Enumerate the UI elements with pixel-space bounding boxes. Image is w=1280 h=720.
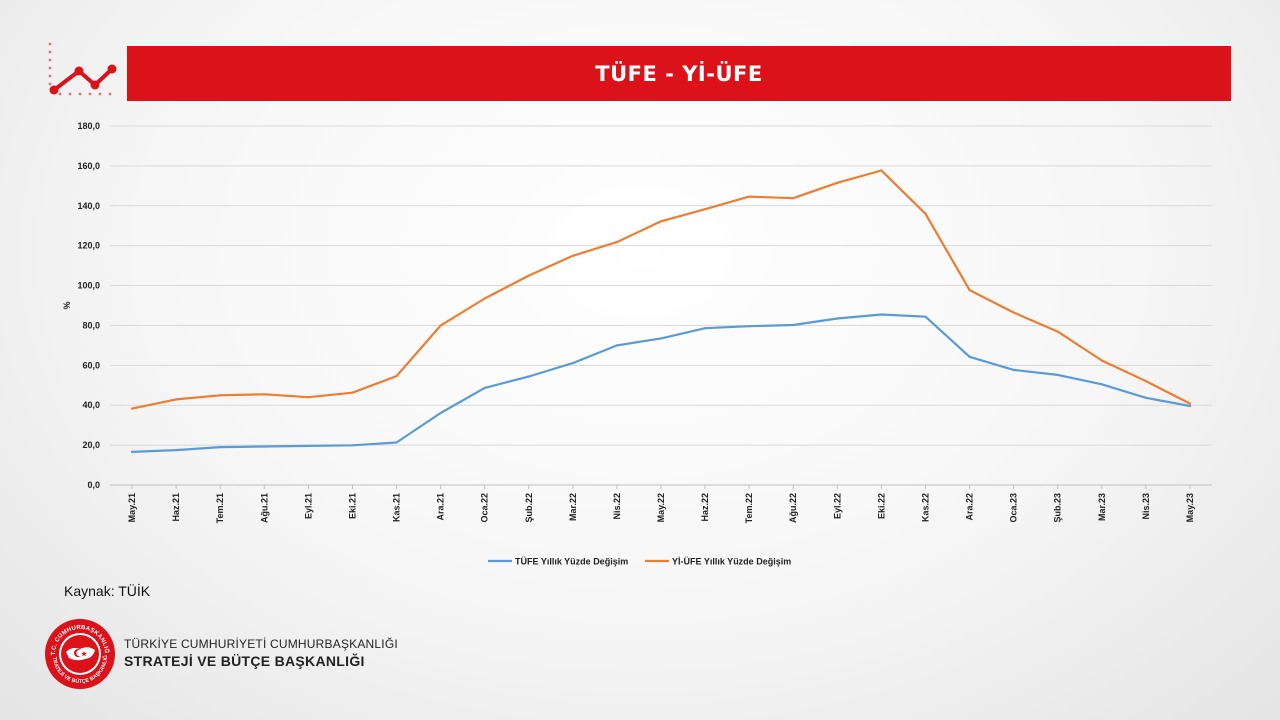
y-tick-label: 160,0 — [77, 161, 100, 171]
series-2-point — [748, 195, 751, 198]
series-1-point — [130, 450, 134, 453]
organization-name-line1: TÜRKİYE CUMHURİYETİ CUMHURBAŞKANLIĞI — [124, 637, 398, 651]
y-tick-label: 140,0 — [77, 201, 100, 211]
x-tick-label: Mar.23 — [1097, 493, 1107, 521]
series-1-point — [748, 325, 751, 328]
organization-name-line2: STRATEJİ VE BÜTÇE BAŞKANLIĞI — [124, 653, 365, 669]
series-2-point — [351, 391, 354, 394]
series-2-point — [1056, 330, 1059, 333]
series-1-point — [1012, 368, 1015, 372]
line-chart-logo-icon — [48, 42, 117, 96]
source-note: Kaynak: TÜİK — [64, 583, 151, 599]
series-2-point — [571, 254, 574, 257]
series-1-point — [792, 323, 795, 327]
series-1-point — [659, 337, 663, 340]
series-1-point — [439, 411, 442, 415]
series-1-point — [351, 444, 354, 447]
y-tick-label: 120,0 — [77, 241, 100, 251]
series-2-point — [219, 394, 222, 397]
series-2-point — [1012, 311, 1015, 314]
y-tick-label: 180,0 — [77, 121, 100, 131]
series-1-point — [527, 375, 530, 378]
series-1-point — [968, 355, 971, 358]
series-2-point — [792, 197, 795, 200]
y-tick-label: 20,0 — [82, 440, 100, 450]
series-2-point — [130, 407, 134, 410]
series-1-point — [483, 386, 486, 389]
x-tick-label: Şub.22 — [524, 493, 534, 523]
x-tick-label: Ağu.21 — [259, 493, 269, 523]
x-tick-label: Nis.22 — [612, 493, 622, 520]
series-2-point — [924, 212, 927, 215]
series-2-point — [1100, 359, 1103, 362]
page-title-bar: TÜFE - Yİ-ÜFE — [127, 46, 1231, 101]
series-1-point — [615, 344, 619, 347]
x-tick-label: Haz.22 — [700, 493, 710, 522]
x-tick-label: Kas.22 — [920, 493, 930, 522]
organization-seal-icon: T.C. CUMHURBAŞKANLIĞI STRATEJİ VE BÜTÇE … — [44, 618, 115, 689]
x-tick-label: May.21 — [127, 493, 137, 522]
x-tick-label: Oca.22 — [480, 493, 490, 523]
series-1-point — [880, 313, 883, 316]
series-1-point — [571, 362, 574, 365]
series-2-point — [880, 169, 883, 172]
series-1-point — [219, 446, 222, 449]
x-tick-label: Ağu.22 — [788, 493, 798, 523]
series-1-point — [395, 441, 398, 444]
x-tick-label: Tem.21 — [215, 493, 225, 523]
x-tick-label: Ara.22 — [965, 493, 975, 521]
legend-entry-2: Yİ-ÜFE Yıllık Yüzde Değişim — [672, 557, 791, 567]
series-1-point — [307, 444, 310, 448]
x-tick-label: Ara.21 — [436, 493, 446, 521]
x-tick-label: Eyl.22 — [832, 493, 842, 519]
series-2-point — [439, 324, 442, 327]
x-tick-label: Tem.22 — [744, 493, 754, 523]
x-tick-label: Eyl.21 — [303, 493, 313, 519]
series-2-point — [659, 220, 663, 223]
series-2-point — [263, 393, 266, 396]
organization-name: TÜRKİYE CUMHURİYETİ CUMHURBAŞKANLIĞI STR… — [124, 637, 398, 669]
series-2-point — [615, 240, 619, 244]
series-2-point — [175, 398, 178, 401]
x-tick-label: Eki.21 — [347, 493, 357, 519]
series-2-point — [395, 375, 398, 378]
series-2-point — [836, 181, 839, 184]
series-1-point — [924, 315, 927, 318]
x-tick-label: May.22 — [656, 493, 666, 522]
y-tick-label: 100,0 — [77, 281, 100, 291]
x-tick-label: Eki.22 — [876, 493, 886, 519]
x-tick-label: May.23 — [1185, 493, 1195, 522]
series-2-point — [483, 297, 486, 300]
series-2-point — [703, 208, 707, 211]
y-tick-label: 60,0 — [82, 360, 100, 370]
series-2-point — [307, 396, 310, 399]
series-1-point — [1100, 383, 1103, 386]
line-chart: 0,0 20,0 40,0 60,0 80,0 100,0 120,0 140,0 160,0 1… — [62, 121, 1212, 567]
series-1-point — [703, 327, 707, 330]
series-2-point — [1144, 379, 1147, 383]
y-axis-label: % — [62, 301, 72, 309]
series-line-1 — [130, 313, 1192, 453]
series-1-point — [263, 445, 266, 448]
page-title: TÜFE - Yİ-ÜFE — [595, 61, 763, 86]
series-1-point — [1056, 373, 1059, 377]
series-1-point — [1188, 404, 1192, 408]
series-1-point — [175, 448, 178, 452]
x-tick-label: Kas.21 — [392, 493, 402, 522]
x-tick-label: Mar.22 — [568, 493, 578, 521]
x-tick-label: Şub.23 — [1053, 493, 1063, 523]
series-2-point — [527, 274, 530, 277]
series-1-point — [836, 317, 839, 320]
y-tick-label: 40,0 — [82, 400, 100, 410]
y-tick-label: 0,0 — [87, 480, 100, 490]
series-1-point — [1144, 396, 1147, 399]
series-2-point — [968, 289, 971, 292]
x-tick-label: Nis.23 — [1141, 493, 1151, 520]
legend-entry-1: TÜFE Yıllık Yüzde Değişim — [515, 557, 628, 567]
series-2-point — [1188, 402, 1192, 405]
x-tick-label: Haz.21 — [171, 493, 181, 522]
y-tick-label: 80,0 — [82, 320, 100, 330]
x-tick-label: Oca.23 — [1009, 493, 1019, 523]
